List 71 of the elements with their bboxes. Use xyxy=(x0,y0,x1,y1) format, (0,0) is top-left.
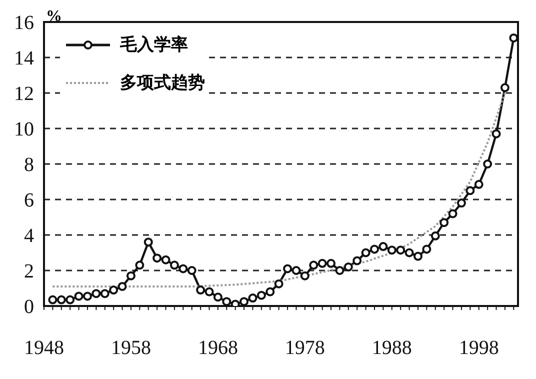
point xyxy=(170,260,179,270)
point xyxy=(196,286,206,295)
x-tick-label: 1958 xyxy=(110,337,151,360)
point xyxy=(135,260,144,270)
y-axis-title: % xyxy=(46,8,62,26)
legend-label: 毛入学率 xyxy=(120,34,188,57)
point xyxy=(66,295,75,304)
y-tick-label: 12 xyxy=(14,83,34,106)
point xyxy=(474,180,484,189)
y-tick-label: 16 xyxy=(14,12,34,34)
point xyxy=(430,231,440,240)
y-tick-label: 14 xyxy=(14,48,34,70)
x-tick-label: 1978 xyxy=(284,337,325,360)
y-tick-label: 6 xyxy=(24,190,34,212)
point xyxy=(178,264,188,274)
point xyxy=(300,271,310,280)
point xyxy=(509,33,518,42)
y-tick-label: 0 xyxy=(24,296,34,318)
point xyxy=(204,287,214,296)
x-tick-label: 1968 xyxy=(198,337,238,360)
y-tick-label: 8 xyxy=(24,154,34,176)
point xyxy=(256,290,266,300)
x-tick-label: 1988 xyxy=(372,337,412,360)
point xyxy=(404,248,414,258)
point xyxy=(361,248,370,258)
y-tick-label: 4 xyxy=(24,225,34,248)
point xyxy=(283,264,292,274)
point xyxy=(500,83,510,92)
point xyxy=(92,289,101,298)
point xyxy=(344,262,353,272)
point xyxy=(82,292,92,301)
point xyxy=(378,242,388,252)
point xyxy=(152,254,162,263)
point xyxy=(56,295,66,304)
point xyxy=(335,266,344,275)
point xyxy=(352,256,362,266)
point xyxy=(100,289,110,298)
point xyxy=(466,186,475,196)
point xyxy=(413,252,422,261)
point xyxy=(222,297,232,306)
x-tick-label: 1948 xyxy=(24,337,64,360)
point xyxy=(48,295,58,304)
point xyxy=(109,286,118,295)
point xyxy=(118,282,127,291)
legend-label: 多项式趋势 xyxy=(120,72,205,95)
point xyxy=(274,279,284,288)
point xyxy=(292,266,301,275)
point xyxy=(318,258,327,268)
x-tick-label: 1998 xyxy=(458,337,499,360)
y-tick-label: 10 xyxy=(14,118,34,141)
point xyxy=(309,260,318,270)
point xyxy=(187,266,196,275)
point xyxy=(266,287,275,296)
point xyxy=(448,209,458,218)
point xyxy=(396,246,406,255)
point xyxy=(126,271,136,280)
point xyxy=(492,129,501,138)
point xyxy=(248,294,258,303)
y-tick-label: 2 xyxy=(24,260,34,283)
point xyxy=(483,160,492,168)
point xyxy=(240,297,249,306)
point xyxy=(370,244,379,254)
point xyxy=(326,258,336,268)
point xyxy=(74,292,84,301)
point xyxy=(440,218,449,228)
point xyxy=(422,244,432,254)
point xyxy=(213,292,222,302)
point xyxy=(456,198,466,208)
point xyxy=(144,238,153,247)
point xyxy=(161,255,170,264)
point xyxy=(387,246,396,255)
